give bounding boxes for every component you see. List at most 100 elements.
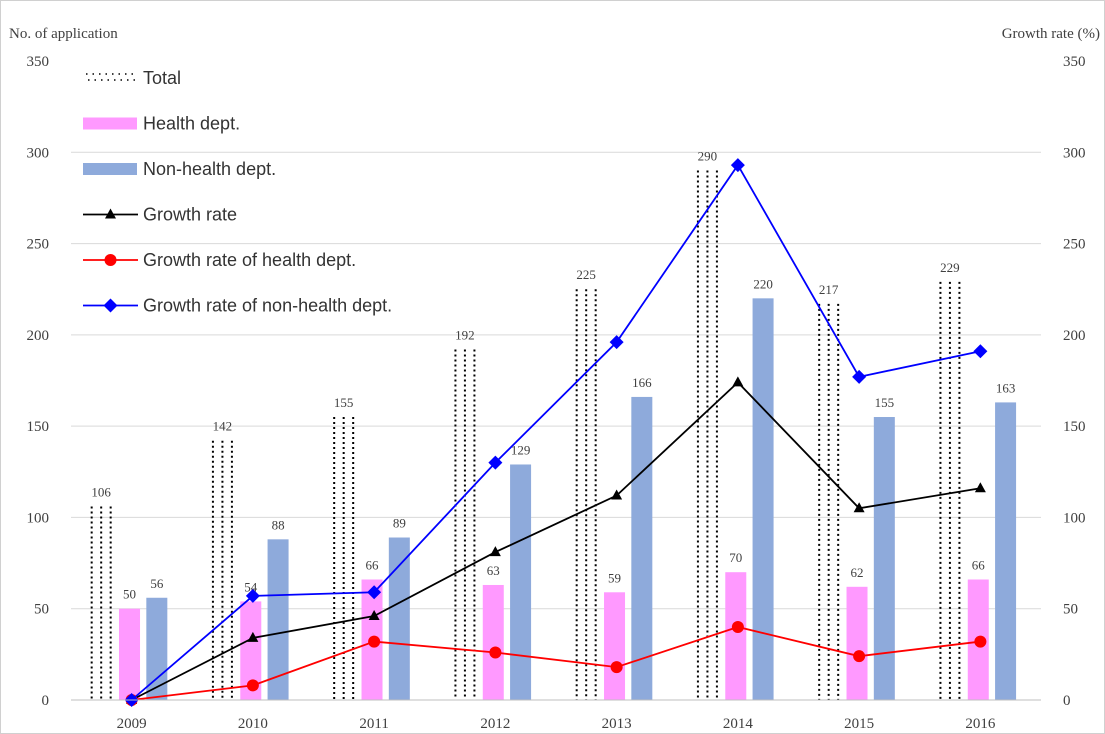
total-bar <box>211 440 233 700</box>
y-left-tick-label: 350 <box>27 54 50 70</box>
total-data-label: 192 <box>455 327 475 342</box>
growth-rate-non-health-point <box>367 585 382 600</box>
total-data-label: 290 <box>698 149 718 164</box>
y-left-tick-label: 100 <box>27 510 50 526</box>
total-data-label: 229 <box>940 260 960 275</box>
x-tick-label: 2013 <box>602 716 632 732</box>
y-right-tick-label: 350 <box>1063 54 1086 70</box>
total-bar <box>575 289 597 700</box>
total-bar <box>696 170 718 700</box>
health-dept-bar <box>119 608 141 700</box>
growth-rate-non-health-point <box>245 588 260 603</box>
growth-rate-non-health-point <box>730 158 745 173</box>
total-data-label: 142 <box>213 419 233 434</box>
y-left-tick-label: 150 <box>27 419 50 435</box>
y-right-tick-label: 300 <box>1063 145 1086 161</box>
y-left-tick-label: 250 <box>27 237 50 253</box>
legend-label: Total <box>143 68 181 88</box>
non-health-data-label: 89 <box>393 516 406 531</box>
growth-rate-health-point <box>610 661 623 674</box>
y-left-tick-label: 200 <box>27 328 50 344</box>
health-data-label: 54 <box>244 579 258 594</box>
bar-layer <box>90 170 1017 700</box>
y-right-tick-label: 50 <box>1063 602 1078 618</box>
health-data-label: 50 <box>123 587 136 602</box>
total-bar <box>333 417 355 700</box>
legend-swatch-bar <box>83 163 137 175</box>
y-right-tick-label: 200 <box>1063 328 1086 344</box>
x-tick-label: 2014 <box>723 716 754 732</box>
growth-rate-point <box>368 610 380 621</box>
legend-label: Growth rate of health dept. <box>143 250 356 270</box>
non-health-dept-bar <box>752 298 774 700</box>
legend-item: Growth rate of health dept. <box>83 250 356 270</box>
growth-rate-point <box>611 489 623 500</box>
legend-swatch-marker <box>104 254 117 266</box>
x-tick-label: 2009 <box>117 716 147 732</box>
total-bar <box>939 281 961 700</box>
non-health-data-label: 166 <box>632 375 652 390</box>
y-right-tick-label: 100 <box>1063 510 1086 526</box>
growth-rate-line <box>131 381 981 701</box>
axis-layer: No. of application Growth rate (%) 0 0 50 5… <box>9 26 1100 732</box>
x-tick-label: 2011 <box>359 716 388 732</box>
growth-rate-point <box>974 482 986 493</box>
non-health-data-label: 88 <box>272 517 285 532</box>
non-health-data-label: 129 <box>511 442 531 457</box>
total-data-label: 106 <box>91 484 111 499</box>
health-dept-bar <box>604 592 626 700</box>
health-dept-bar <box>846 586 868 700</box>
total-data-label: 225 <box>576 267 596 282</box>
legend-label: Growth rate <box>143 205 237 225</box>
total-data-label: 155 <box>334 395 354 410</box>
growth-rate-non-health-line <box>131 163 981 701</box>
non-health-dept-bar <box>631 396 653 700</box>
legend-item: Health dept. <box>83 114 240 134</box>
legend-item: Growth rate <box>83 205 237 225</box>
y-left-axis-title: No. of application <box>9 26 118 42</box>
total-bar <box>90 506 112 700</box>
total-data-label: 217 <box>819 282 839 297</box>
legend: Total Health dept. Non-health dept. Growth … <box>83 68 392 316</box>
non-health-dept-bar <box>510 464 532 700</box>
non-health-dept-bar <box>267 539 289 700</box>
y-left-tick-label: 300 <box>27 145 50 161</box>
growth-rate-health-point <box>853 650 866 663</box>
non-health-dept-bar <box>388 537 410 700</box>
y-right-tick-label: 150 <box>1063 419 1086 435</box>
growth-rate-point <box>853 502 865 513</box>
health-data-label: 70 <box>729 550 742 565</box>
health-data-label: 66 <box>972 558 986 573</box>
growth-rate-non-health-point <box>488 455 503 470</box>
legend-item: Growth rate of non-health dept. <box>83 296 392 316</box>
x-tick-label: 2016 <box>965 716 996 732</box>
legend-item: Total <box>86 68 181 88</box>
growth-rate-non-health-point <box>609 335 624 350</box>
growth-rate-point <box>247 631 259 642</box>
non-health-data-label: 163 <box>996 380 1016 395</box>
non-health-dept-bar <box>873 417 895 700</box>
health-data-label: 66 <box>366 558 380 573</box>
data-label-layer: 106 142 155 192 225 290 217 229 50 54 66 63 59 70 62 66… <box>91 149 1015 602</box>
health-dept-bar <box>240 601 262 700</box>
growth-rate-health-line <box>131 626 981 701</box>
y-right-axis-title: Growth rate (%) <box>1002 26 1100 42</box>
non-health-data-label: 155 <box>875 395 895 410</box>
x-tick-label: 2015 <box>844 716 874 732</box>
line-layer <box>124 158 988 707</box>
growth-rate-health-point <box>368 635 381 648</box>
health-data-label: 63 <box>487 563 500 578</box>
non-health-dept-bar <box>995 402 1017 700</box>
total-bar <box>454 349 476 700</box>
legend-label: Growth rate of non-health dept. <box>143 296 392 316</box>
non-health-data-label: 56 <box>150 576 164 591</box>
legend-label: Non-health dept. <box>143 159 276 179</box>
x-tick-label: 2012 <box>480 716 510 732</box>
legend-item: Non-health dept. <box>83 159 276 179</box>
y-right-tick-label: 250 <box>1063 237 1086 253</box>
y-left-tick-label: 0 <box>42 693 50 709</box>
growth-rate-health-point <box>246 679 259 692</box>
growth-rate-health-point <box>489 646 502 659</box>
health-data-label: 62 <box>851 565 864 580</box>
